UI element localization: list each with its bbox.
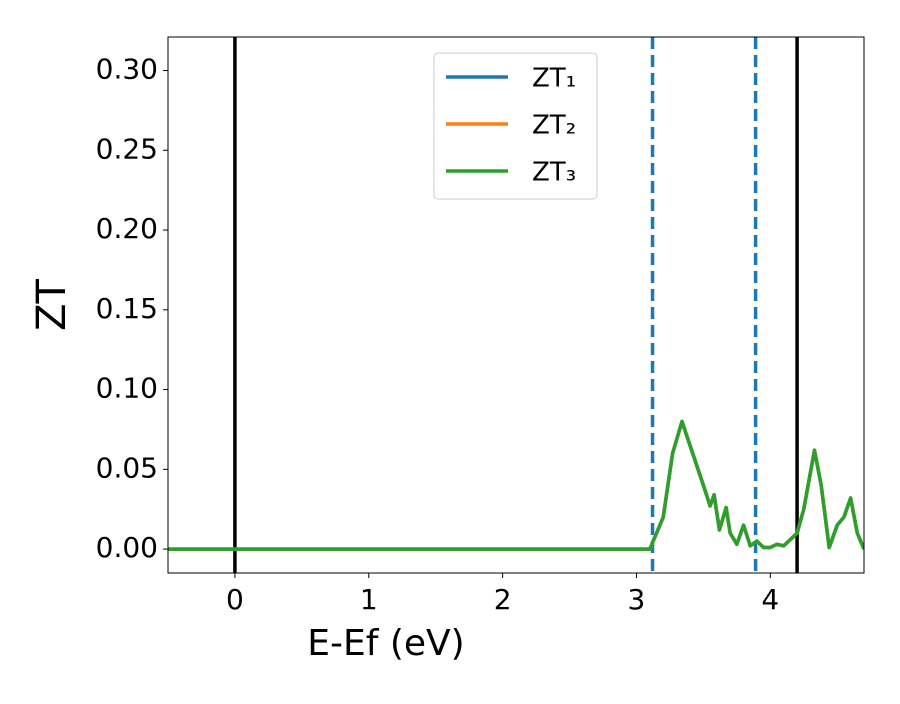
y-tick-label: 0.15 [96,292,158,325]
series-line [168,419,864,551]
x-tick-label: 2 [494,583,512,616]
x-axis-label: E-Ef (eV) [307,623,464,664]
x-tick-label: 0 [226,583,244,616]
y-tick-label: 0.05 [96,451,158,484]
y-tick-label: 0.00 [96,531,158,564]
plot-frame [167,36,865,574]
legend-label: ZT₁ [532,64,576,94]
series-line [168,419,864,551]
legend-label: ZT₃ [532,158,576,188]
series-line [168,419,864,551]
plot [168,37,864,573]
x-tick-label: 3 [628,583,646,616]
x-tick-label: 4 [761,583,779,616]
y-tick-label: 0.20 [96,212,158,245]
legend-box [433,52,598,200]
y-axis-label: ZT [29,279,75,331]
y-tick-label: 0.10 [96,372,158,405]
y-tick-label: 0.25 [96,132,158,165]
y-tick-label: 0.30 [96,53,158,86]
x-tick-label: 1 [360,583,378,616]
legend-label: ZT₂ [532,111,576,141]
